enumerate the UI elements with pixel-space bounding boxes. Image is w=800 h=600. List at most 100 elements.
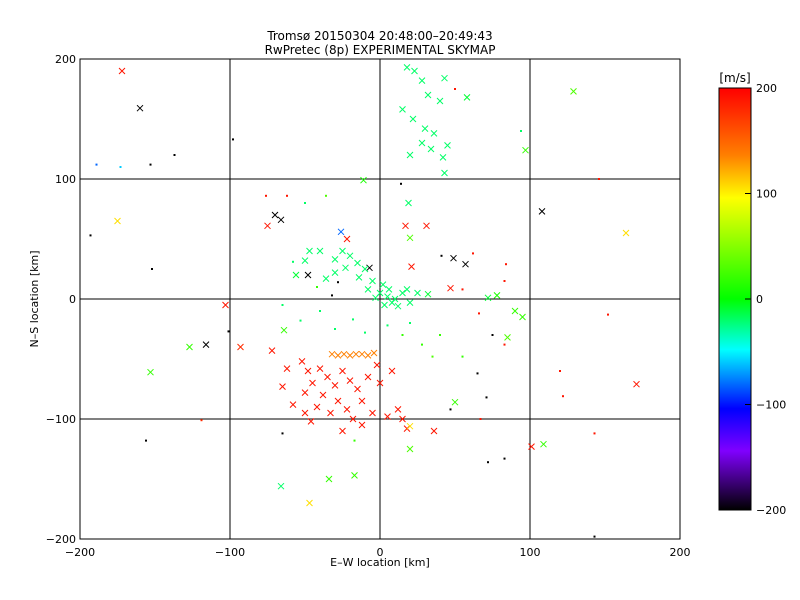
- data-point-dot: [145, 439, 147, 442]
- data-point-cross: [406, 299, 414, 306]
- data-point-cross: [423, 222, 430, 230]
- data-point-cross: [369, 277, 376, 285]
- data-point-cross: [301, 257, 309, 264]
- data-point-cross: [237, 343, 244, 351]
- data-point-cross: [343, 235, 351, 243]
- data-point-dot: [431, 355, 434, 358]
- data-point-cross: [346, 352, 354, 359]
- data-point-cross: [324, 373, 331, 381]
- data-point-dot: [89, 234, 92, 237]
- x-tick-label: 200: [670, 546, 691, 559]
- data-point-dot: [479, 418, 482, 420]
- data-point-cross: [307, 418, 315, 425]
- data-point-dot: [299, 319, 302, 322]
- data-point-cross: [399, 289, 406, 297]
- data-point-dot: [95, 163, 98, 166]
- data-point-dot: [149, 163, 152, 166]
- data-point-dot: [325, 194, 327, 197]
- data-point-cross: [202, 341, 210, 348]
- colorbar-tick-label: −100: [756, 399, 786, 412]
- data-point-cross: [463, 94, 471, 101]
- data-point-cross: [339, 367, 346, 375]
- data-point-cross: [352, 350, 360, 358]
- data-point-cross: [349, 415, 357, 423]
- data-point-dot: [607, 313, 609, 316]
- data-point-dot: [562, 395, 564, 398]
- data-point-dot: [364, 331, 366, 334]
- data-point-cross: [381, 301, 388, 309]
- data-point-cross: [328, 350, 336, 358]
- data-point-cross: [316, 365, 324, 372]
- data-point-cross: [331, 256, 339, 263]
- data-point-dot: [316, 286, 318, 288]
- data-point-cross: [277, 216, 285, 224]
- data-point-dot: [598, 178, 600, 180]
- y-tick-label: −200: [46, 533, 76, 546]
- data-point-cross: [136, 104, 144, 112]
- data-point-cross: [301, 389, 309, 396]
- data-point-cross: [385, 286, 393, 293]
- data-point-cross: [570, 88, 577, 95]
- data-point-cross: [271, 211, 279, 219]
- data-point-cross: [222, 301, 229, 309]
- data-point-cross: [334, 397, 342, 405]
- data-point-cross: [346, 377, 354, 384]
- data-point-cross: [358, 421, 366, 429]
- data-point-dot: [449, 408, 452, 411]
- data-point-dot: [503, 343, 506, 346]
- data-point-cross: [304, 271, 312, 279]
- data-point-dot: [304, 202, 306, 204]
- data-point-dot: [454, 88, 456, 90]
- data-point-dot: [409, 322, 411, 324]
- data-point-dot: [503, 280, 506, 282]
- data-point-cross: [346, 252, 354, 260]
- y-tick-label: 200: [55, 53, 76, 66]
- data-point-cross: [451, 398, 459, 406]
- data-point-cross: [339, 427, 346, 435]
- data-point-cross: [298, 358, 306, 365]
- data-point-dot: [232, 138, 234, 141]
- data-point-dot: [491, 334, 494, 336]
- data-point-cross: [301, 409, 309, 417]
- data-point-dot: [337, 281, 339, 284]
- colorbar-tick-label: 200: [756, 82, 777, 95]
- data-point-cross: [355, 274, 363, 281]
- data-point-cross: [394, 302, 402, 310]
- data-point-cross: [289, 401, 297, 408]
- data-point-cross: [114, 217, 121, 225]
- data-point-dot: [265, 194, 267, 197]
- data-point-cross: [622, 229, 630, 237]
- data-point-dot: [151, 268, 153, 270]
- data-point-dot: [281, 432, 284, 435]
- y-tick-label: −100: [46, 413, 76, 426]
- data-point-dot: [520, 130, 522, 132]
- data-point-cross: [279, 383, 286, 390]
- data-point-dot: [352, 318, 354, 321]
- data-point-dot: [439, 334, 441, 336]
- data-point-cross: [283, 365, 291, 372]
- data-point-cross: [406, 422, 414, 430]
- data-point-cross: [405, 199, 412, 207]
- data-point-cross: [376, 379, 384, 387]
- data-point-dot: [487, 461, 489, 464]
- data-point-cross: [414, 289, 421, 297]
- data-point-cross: [418, 139, 426, 147]
- data-point-cross: [334, 352, 342, 359]
- data-point-cross: [399, 415, 406, 423]
- data-point-cross: [540, 440, 547, 448]
- data-point-dot: [440, 254, 443, 257]
- data-point-cross: [633, 380, 640, 388]
- data-point-cross: [304, 367, 312, 375]
- data-point-cross: [306, 247, 313, 255]
- y-axis-label: N–S location [km]: [28, 250, 41, 347]
- data-point-dot: [476, 372, 479, 375]
- data-point-cross: [331, 269, 339, 276]
- data-point-cross: [388, 367, 396, 375]
- data-point-cross: [361, 265, 369, 273]
- data-point-cross: [343, 406, 351, 413]
- data-point-cross: [406, 234, 414, 242]
- data-point-cross: [268, 347, 276, 354]
- data-point-cross: [538, 208, 546, 215]
- data-point-cross: [408, 263, 415, 270]
